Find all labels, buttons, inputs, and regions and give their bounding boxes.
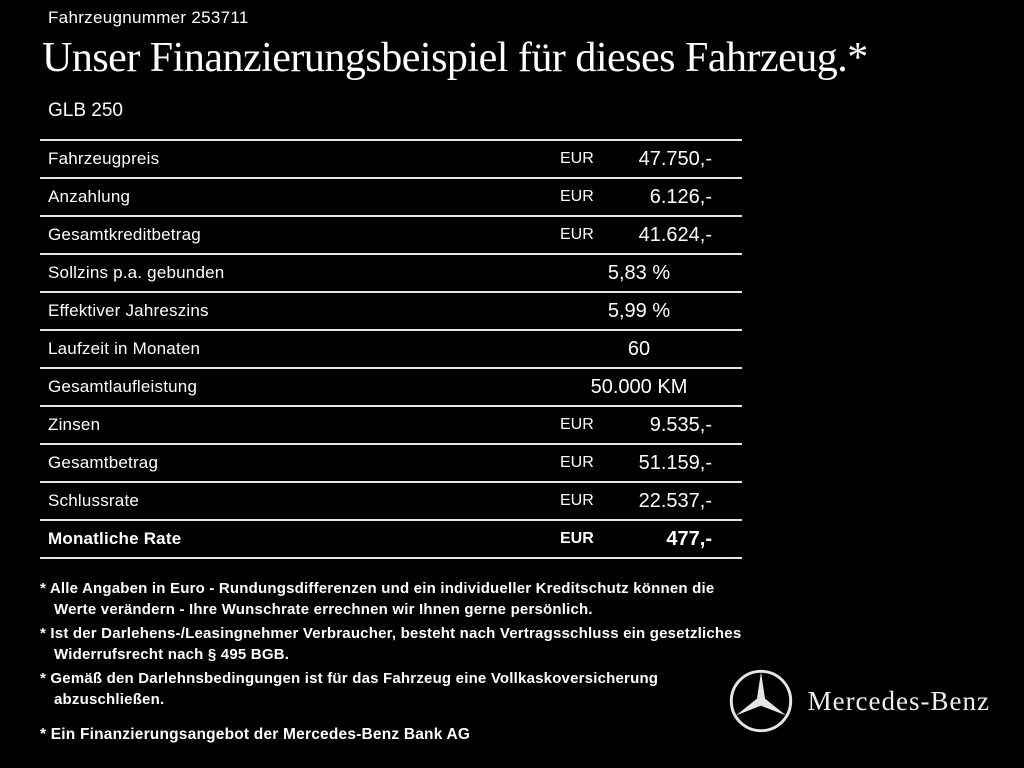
row-label: Sollzins p.a. gebunden — [48, 263, 225, 282]
table-row-fahrzeugpreis: Fahrzeugpreis EUR 47.750,- — [40, 141, 742, 179]
table-row-schlussrate: Schlussrate EUR 22.537,- — [40, 483, 742, 521]
table-row-effektiver-jahreszins: Effektiver Jahreszins 5,99 % — [40, 293, 742, 331]
brand-wordmark: Mercedes-Benz — [807, 685, 990, 716]
table-row-sollzins: Sollzins p.a. gebunden 5,83 % — [40, 255, 742, 293]
row-currency: EUR — [560, 188, 594, 205]
row-label: Gesamtkreditbetrag — [48, 225, 201, 244]
table-row-laufzeit: Laufzeit in Monaten 60 — [40, 331, 742, 369]
row-label: Zinsen — [48, 415, 101, 434]
row-value: 6.126,- — [649, 185, 712, 208]
row-label: Gesamtbetrag — [48, 453, 159, 472]
row-value: 50.000 KM — [590, 375, 688, 398]
row-value: 22.537,- — [638, 489, 712, 512]
row-value: 9.535,- — [649, 413, 712, 436]
table-row-gesamtkreditbetrag: Gesamtkreditbetrag EUR 41.624,- — [40, 217, 742, 255]
row-currency: EUR — [560, 226, 594, 243]
row-label: Monatliche Rate — [48, 529, 182, 548]
financing-table: Fahrzeugpreis EUR 47.750,- Anzahlung EUR 6… — [40, 139, 742, 559]
table-row-gesamtbetrag: Gesamtbetrag EUR 51.159,- — [40, 445, 742, 483]
row-value: 41.624,- — [638, 223, 712, 246]
footnote-widerrufsrecht: * Ist der Darlehens-/Leasingnehmer Verbr… — [40, 625, 742, 663]
mercedes-star-icon — [729, 669, 792, 733]
brand-area: Mercedes-Benz — [728, 668, 990, 734]
row-currency: EUR — [560, 530, 594, 547]
row-label: Effektiver Jahreszins — [48, 301, 209, 320]
footnotes: * Alle Angaben in Euro - Rundungsdiffere… — [40, 578, 752, 713]
row-value: 47.750,- — [638, 147, 712, 170]
bank-note: * Ein Finanzierungsangebot der Mercedes-… — [40, 726, 471, 743]
vehicle-number: Fahrzeugnummer 253711 — [48, 8, 249, 27]
footnote-vollkasko: * Gemäß den Darlehnsbedingungen ist für … — [40, 670, 659, 708]
row-label: Schlussrate — [48, 491, 140, 510]
row-label: Laufzeit in Monaten — [48, 339, 201, 358]
row-currency: EUR — [560, 492, 594, 509]
row-label: Anzahlung — [48, 187, 131, 206]
row-label: Fahrzeugpreis — [48, 149, 160, 168]
row-value: 5,99 % — [607, 299, 671, 322]
row-value: 60 — [627, 337, 651, 360]
row-value: 5,83 % — [607, 261, 671, 284]
table-row-monatliche-rate: Monatliche Rate EUR 477,- — [40, 521, 742, 559]
page-title: Unser Finanzierungsbeispiel für dieses F… — [42, 35, 868, 81]
table-row-gesamtlaufleistung: Gesamtlaufleistung 50.000 KM — [40, 369, 742, 407]
row-label: Gesamtlaufleistung — [48, 377, 198, 396]
row-currency: EUR — [560, 150, 594, 167]
table-row-anzahlung: Anzahlung EUR 6.126,- — [40, 179, 742, 217]
row-currency: EUR — [560, 416, 594, 433]
table-row-zinsen: Zinsen EUR 9.535,- — [40, 407, 742, 445]
row-currency: EUR — [560, 454, 594, 471]
footnote-rounding: * Alle Angaben in Euro - Rundungsdiffere… — [40, 580, 715, 618]
row-value: 51.159,- — [638, 451, 712, 474]
vehicle-model: GLB 250 — [48, 100, 123, 121]
row-value: 477,- — [666, 527, 712, 550]
